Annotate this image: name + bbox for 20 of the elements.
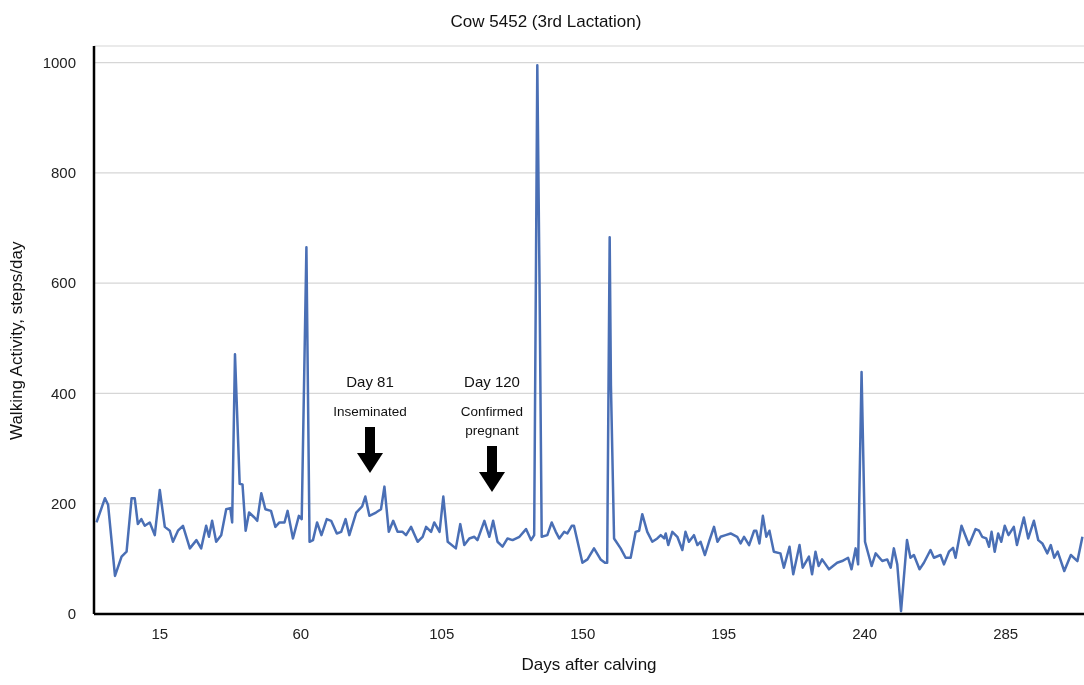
y-tick-label: 600: [50, 274, 76, 292]
annotation: Inseminated: [332, 403, 408, 421]
y-tick-label: 800: [50, 164, 76, 182]
x-tick-label: 15: [151, 624, 169, 642]
annotation: Confirmed pregnant: [459, 403, 525, 440]
chart-title: Cow 5452 (3rd Lactation): [449, 12, 643, 32]
y-tick-label: 1000: [42, 53, 76, 71]
x-tick-label: 60: [292, 624, 310, 642]
y-tick-label: 0: [67, 605, 76, 623]
x-tick-label: 150: [570, 624, 596, 642]
x-tick-label: 195: [711, 624, 737, 642]
x-tick-label: 240: [852, 624, 878, 642]
annotation: Day 81: [345, 372, 395, 391]
y-tick-label: 200: [50, 495, 76, 513]
x-tick-label: 105: [429, 624, 455, 642]
annotation: Day 120: [463, 372, 521, 391]
y-axis-title: Walking Activity, steps/day: [7, 241, 27, 440]
y-tick-label: 400: [50, 384, 76, 402]
x-tick-label: 285: [993, 624, 1019, 642]
x-axis-title: Days after calving: [521, 655, 657, 674]
